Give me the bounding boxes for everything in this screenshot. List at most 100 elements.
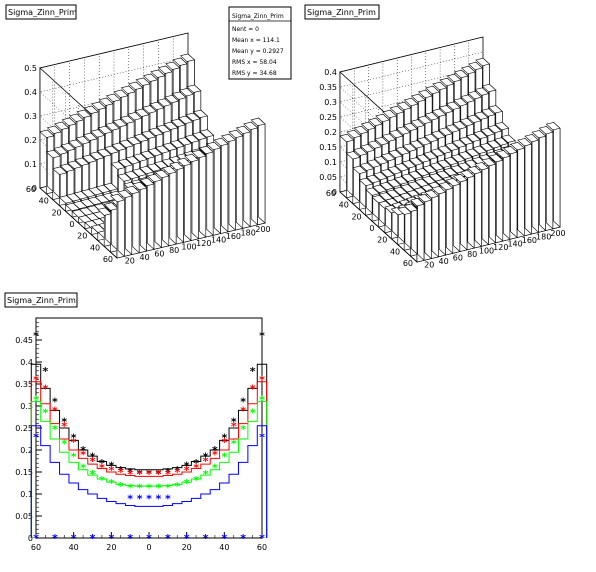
lego-bar-top [169,161,185,171]
lego-bar-top [410,119,425,128]
lego-bar-top [387,166,403,175]
lego-bar-top [446,73,462,83]
lego-bar-top [365,174,381,184]
lego-bar-top [481,158,497,167]
x-tick-label: 80 [467,250,477,259]
lego-bar-top [54,121,70,130]
lego-bar-top [389,105,405,115]
lego-bar-top [437,127,453,136]
data-point-black: * [259,330,265,343]
data-point-red: * [108,464,114,477]
lego-bar-top [443,156,459,166]
lego-bar-top [387,149,403,159]
data-point-green: * [231,437,237,450]
lego-bar-top [460,65,476,75]
lego-bar-top [481,83,497,93]
lego-bar-side [139,181,147,252]
data-point-red: * [212,448,218,461]
lego-bar-side [503,149,511,240]
y-tick-label: 0.3 [20,402,33,411]
lego-bar-top [494,121,510,131]
lego-bar-side [162,169,170,247]
lego-bar-top [67,139,84,148]
lego-bar-top [147,147,163,157]
lego-bar-top [425,85,441,95]
lego-bar-top [500,134,516,143]
x-tick-label: 60 [154,250,164,259]
lego-bar-top [199,129,215,138]
lego-bar-top [66,160,83,169]
lego-bar-side [538,129,547,232]
data-point-black: * [184,459,190,472]
y-tick-label: 60 [103,255,113,264]
lego-bar-top [531,130,547,139]
lego-bar-side [445,181,454,254]
lego-bar-top [119,115,135,124]
lego-bar-top [365,187,380,196]
data-point-black: * [61,415,67,428]
lego-bar-top [39,129,55,138]
lego-bar-top [415,167,430,177]
data-point-blue: * [52,532,58,545]
data-point-blue: * [156,492,162,505]
lego-bar-top [89,151,105,160]
data-point-green: * [184,477,190,490]
x-tick-label: 100 [479,247,494,256]
lego-bar-top [452,121,468,130]
lego-bar-top [124,170,140,180]
lego-bar-top [162,142,178,151]
data-point-black: * [203,451,209,464]
lego-bar-top [126,136,142,145]
lego-bar-top [382,109,398,119]
lego-bar-top [198,145,214,155]
data-point-blue: * [108,532,114,545]
lego-bar-top [165,61,181,70]
lego-bar-top [353,125,369,135]
y-tick-label: 40 [390,247,400,256]
lego-bar-side [117,193,125,257]
data-point-blue: * [240,532,246,545]
data-point-green: * [108,477,114,490]
x-tick-label: 180 [241,229,256,238]
y-tick-label: 0 [369,224,374,233]
lego-bar-top [163,121,179,130]
data-point-green: * [99,474,105,487]
data-point-black: * [108,459,114,472]
lego-bar-top [111,142,127,151]
lego-bar-top [164,94,180,104]
z-tick-label: 0.1 [24,160,37,169]
data-point-blue: * [146,492,152,505]
lego-bar-top [372,184,388,193]
lego-plot-right: 00.050.10.150.20.250.30.350.460402002040… [319,36,566,270]
x-tick-label: 40 [69,543,79,552]
lego-bar-top [184,134,200,143]
z-tick-label: 0.05 [319,173,337,182]
x-tick-label: 60 [453,254,463,263]
data-point-black: * [221,432,227,445]
y-tick-label: 0.05 [15,512,33,521]
data-point-black: * [165,466,171,479]
lego-bar-side [431,189,439,258]
data-point-green: * [61,437,67,450]
lego-bar-top [372,171,388,181]
lego-bar-top [146,173,163,183]
lego-bar-top [112,118,128,128]
lego-bar-top [97,207,113,216]
data-point-blue: * [33,431,39,444]
data-point-black: * [193,457,199,470]
lego-bar-side [125,189,133,256]
stats-row: RMS y = 34.68 [232,70,277,77]
lego-bar-top [493,137,509,146]
y-tick-label: 20 [377,236,387,245]
lego-bar-top [480,127,496,137]
lego-bar-top [367,117,383,127]
lego-bar-top [436,159,452,168]
lego-bar-side [191,153,199,240]
y-tick-label: 60 [26,185,36,194]
lego-bar-top [98,97,114,106]
lego-bar-top [430,130,446,139]
lego-bar-top [358,177,374,187]
stats-row: Mean x = 114.1 [232,37,280,44]
lego-bar-side [228,133,236,231]
